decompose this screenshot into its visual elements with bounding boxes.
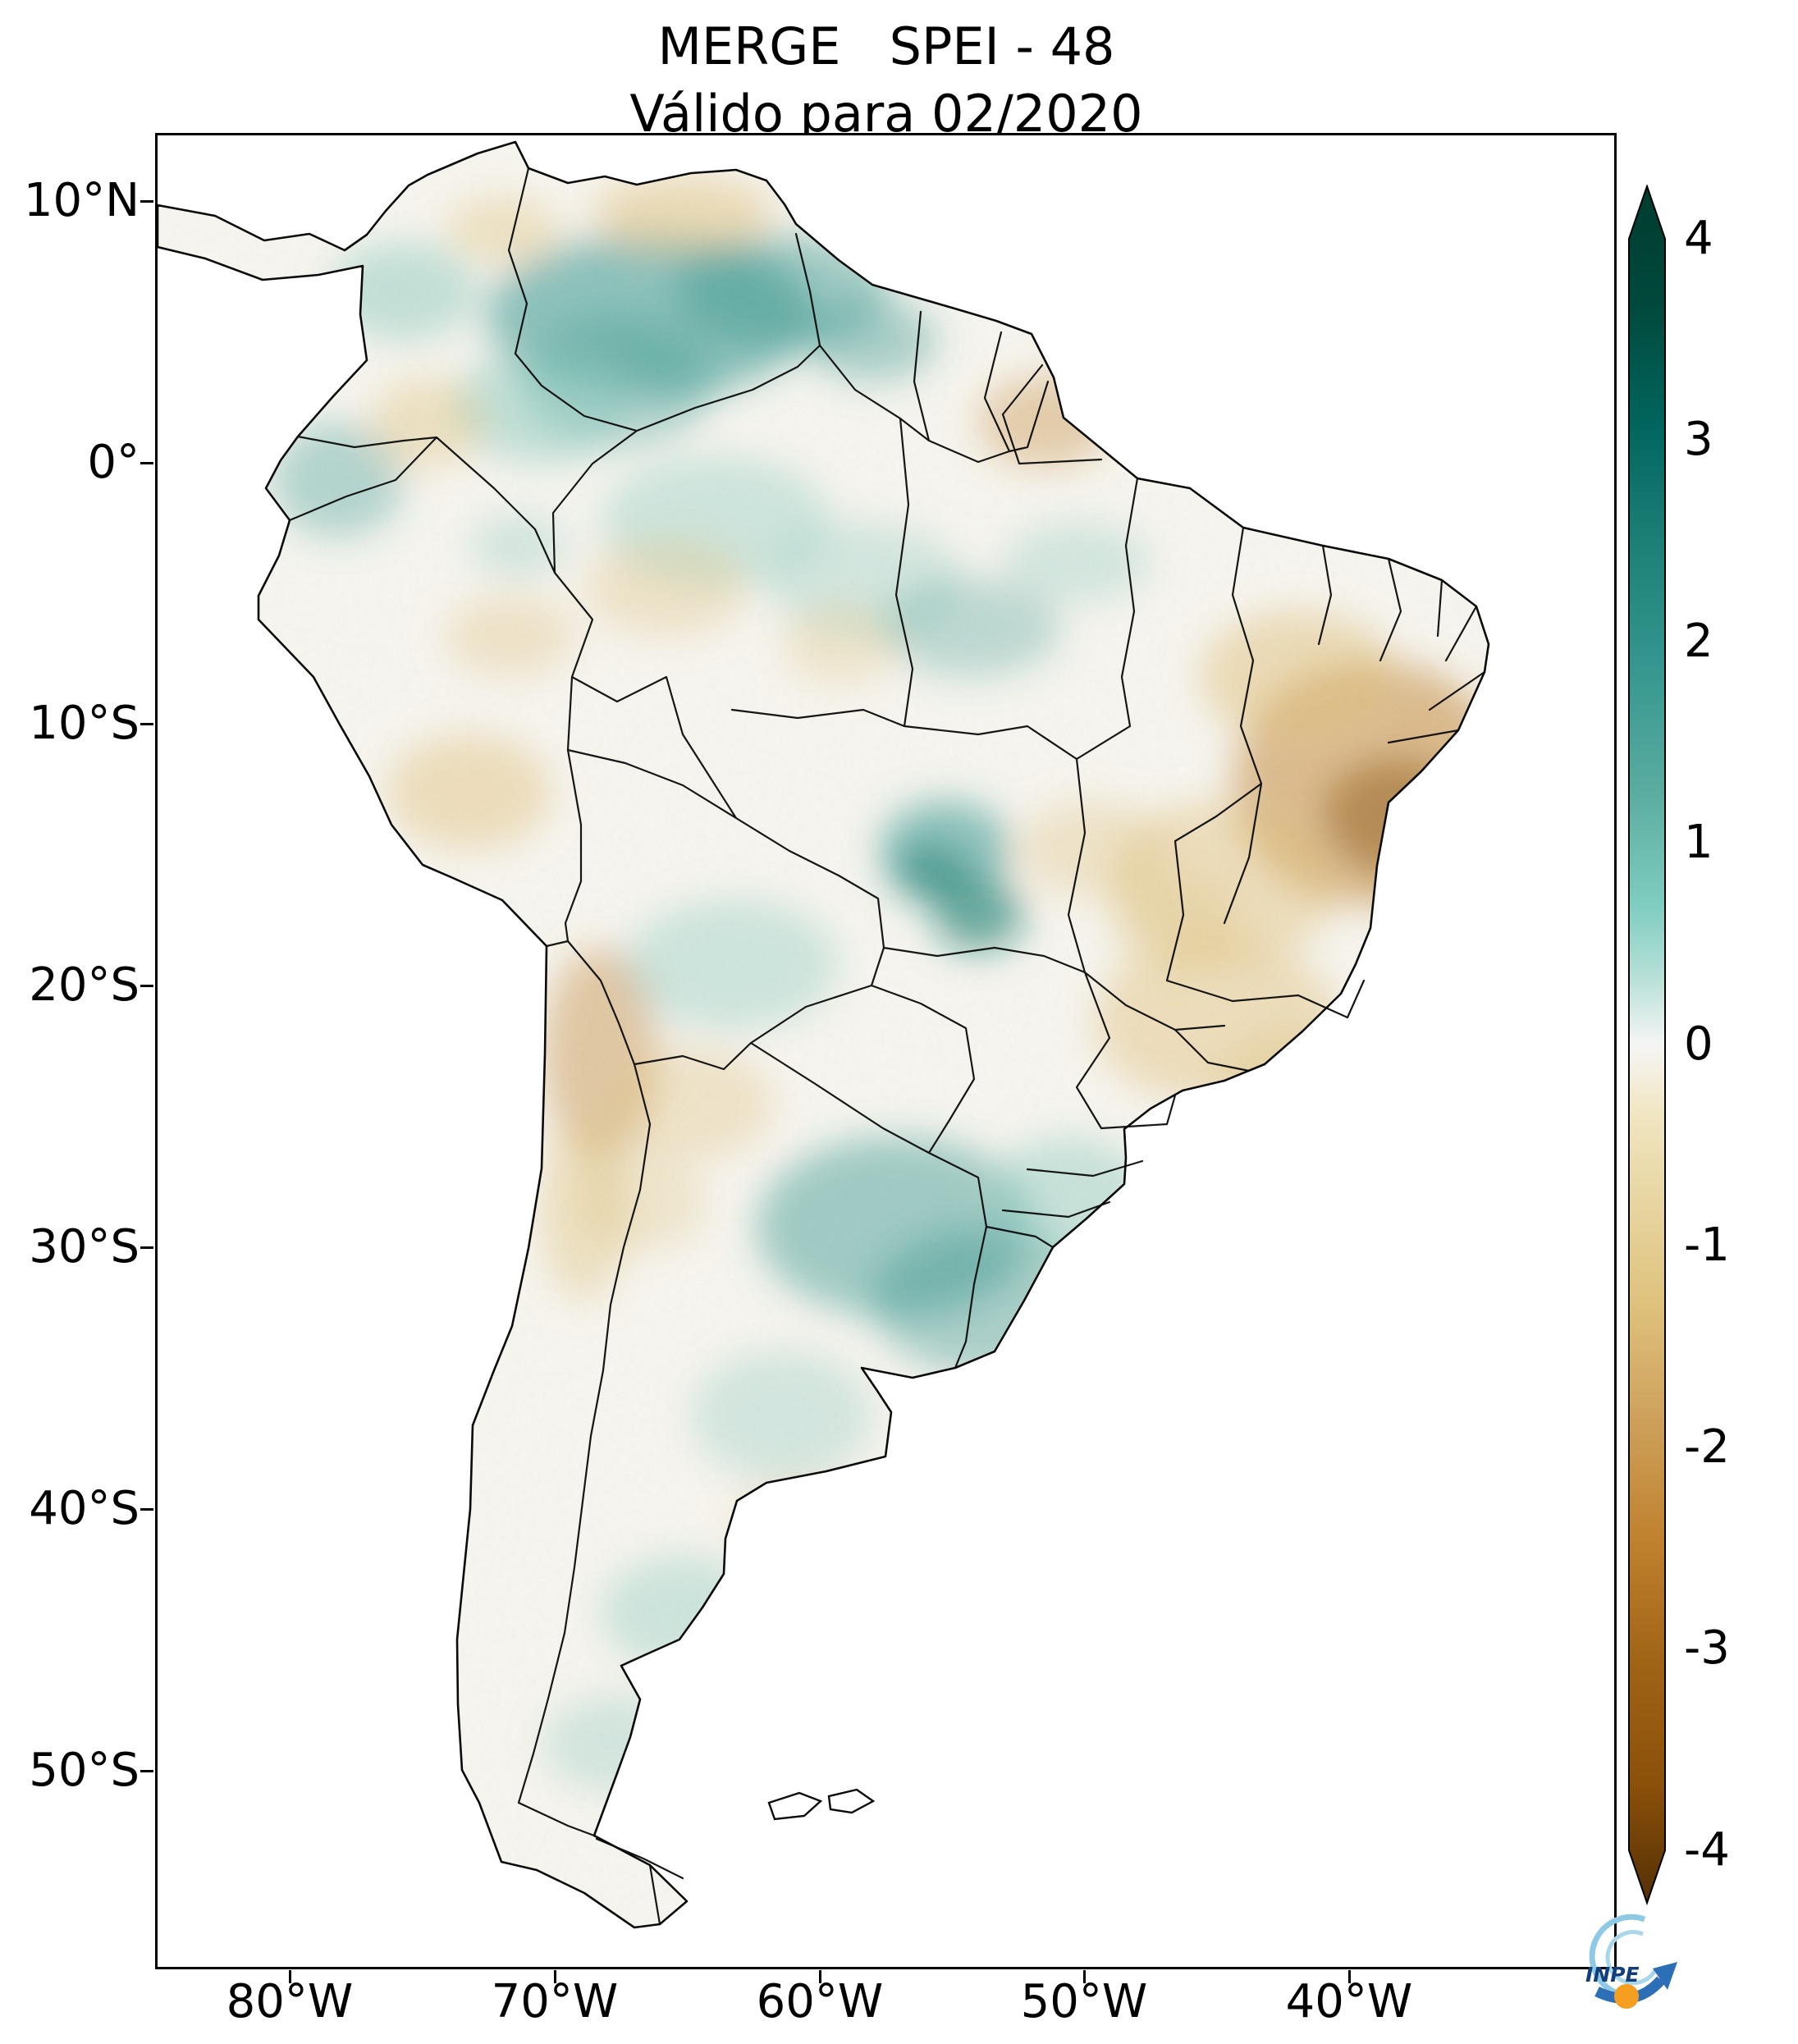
y-tick-mark — [140, 723, 153, 725]
y-tick-mark — [140, 1246, 153, 1249]
x-tick-mark — [289, 1970, 291, 1983]
falkland-islands-outline — [767, 1788, 876, 1821]
inpe-logo-swirl-inner — [1605, 1930, 1658, 1986]
y-tick-label-20s: 20°S — [29, 958, 140, 1012]
political-boundaries — [288, 167, 1486, 1926]
y-tick-label-0: 0° — [87, 436, 140, 489]
y-tick-mark — [140, 200, 153, 203]
colorbar-tick-m1: -1 — [1684, 1219, 1730, 1272]
x-tick-mark — [1348, 1970, 1351, 1983]
y-tick-mark — [140, 1508, 153, 1511]
colorbar-tick-m3: -3 — [1684, 1621, 1730, 1675]
y-tick-label-50s: 50°S — [29, 1744, 140, 1797]
x-tick-label-80w: 80°W — [226, 1975, 354, 2028]
colorbar-tick-4: 4 — [1684, 212, 1713, 265]
x-tick-mark — [1083, 1970, 1086, 1983]
colorbar-tick-2: 2 — [1684, 615, 1713, 668]
x-tick-label-50w: 50°W — [1020, 1975, 1148, 2028]
y-tick-label-10s: 10°S — [29, 697, 140, 750]
y-tick-label-30s: 30°S — [29, 1220, 140, 1273]
colorbar-tick-1: 1 — [1684, 816, 1713, 869]
continent-landmass — [158, 142, 1489, 1927]
colorbar-gradient-bar — [1628, 185, 1666, 1906]
x-tick-mark — [819, 1970, 821, 1983]
x-tick-mark — [554, 1970, 556, 1983]
inpe-logo: INPE — [1585, 1914, 1677, 2009]
y-tick-label-40s: 40°S — [29, 1482, 140, 1535]
inpe-logo-arrow-head — [1653, 1962, 1677, 1990]
x-tick-label-70w: 70°W — [491, 1975, 619, 2028]
inpe-logo-orange-dot — [1614, 1984, 1639, 2009]
chart-title-block: MERGE SPEI - 48 Válido para 02/2020 — [629, 13, 1142, 148]
x-tick-label-40w: 40°W — [1285, 1975, 1413, 2028]
map-plot-area: INPE — [155, 133, 1677, 2009]
south-america-map — [158, 140, 1490, 1929]
x-tick-label-60w: 60°W — [756, 1975, 884, 2028]
coastline-outline — [158, 140, 1490, 1929]
inpe-logo-text: INPE — [1585, 1963, 1640, 1987]
y-tick-label-10n: 10°N — [23, 174, 140, 227]
colorbar — [1628, 185, 1666, 1906]
colorbar-tick-m4: -4 — [1684, 1823, 1730, 1877]
y-tick-mark — [140, 1770, 153, 1772]
chart-title: MERGE SPEI - 48 — [657, 16, 1115, 76]
y-tick-mark — [140, 462, 153, 464]
colorbar-tick-3: 3 — [1684, 413, 1713, 466]
colorbar-tick-m2: -2 — [1684, 1420, 1730, 1474]
y-tick-mark — [140, 985, 153, 987]
colorbar-tick-0: 0 — [1684, 1017, 1713, 1071]
